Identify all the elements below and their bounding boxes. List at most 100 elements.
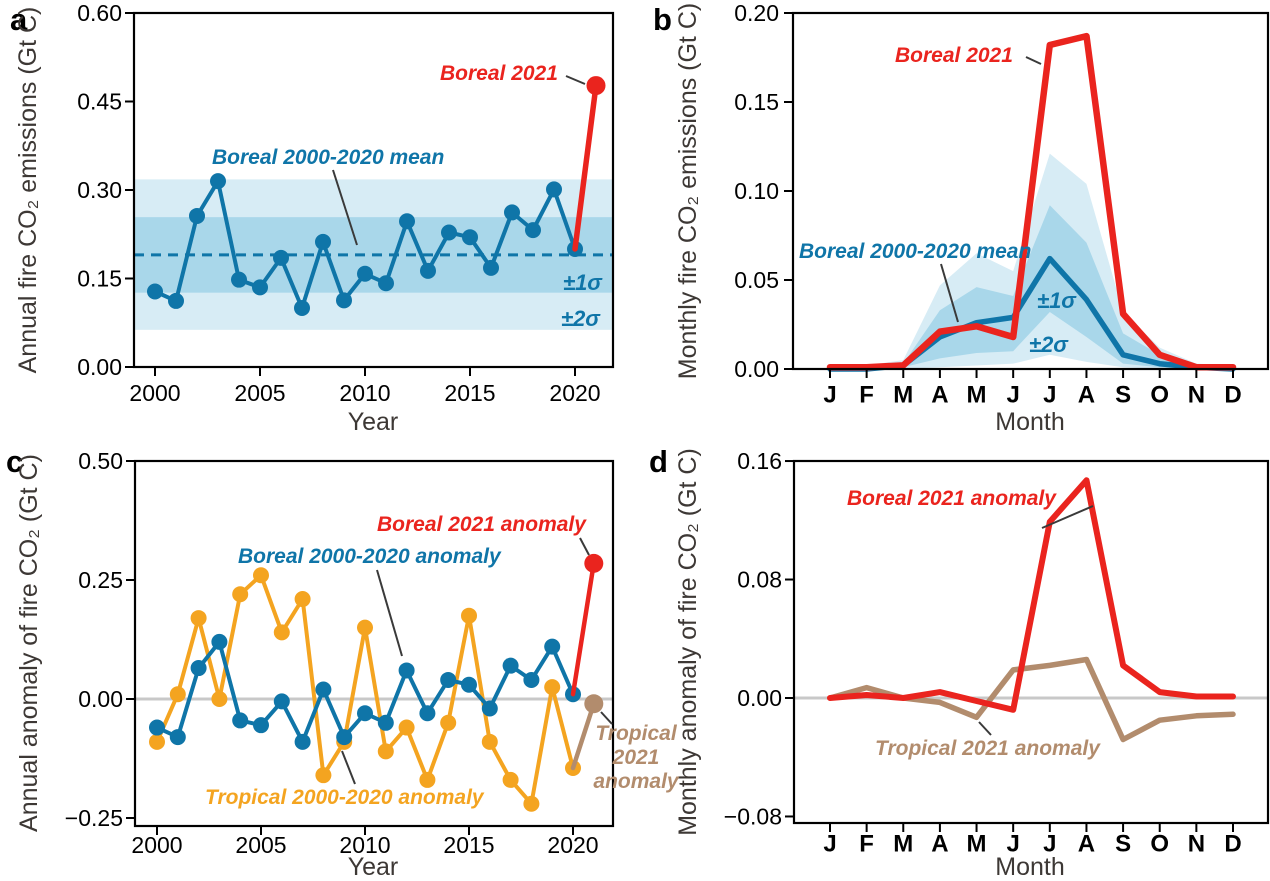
data-point	[169, 686, 186, 703]
data-point	[462, 229, 478, 246]
panel-a-y-axis-title: Annual fire CO₂ emissions (Gt C)	[14, 6, 42, 374]
label-boreal-mean: Boreal 2000-2020 mean	[799, 240, 1032, 263]
series-tropical-2000-2020-anomaly	[155, 573, 575, 806]
y-tick-label: 0.00	[737, 685, 782, 711]
data-point	[315, 767, 332, 784]
data-point	[252, 279, 268, 296]
panel-c-letter: c	[6, 444, 24, 479]
annotation-leader-line	[332, 169, 358, 246]
data-point	[294, 733, 311, 750]
panel-b: J F M A M J J A S O N D0.000.050.100.150.20	[734, 0, 1270, 409]
data-point	[546, 181, 562, 198]
x-tick-label: 2020	[549, 380, 600, 406]
x-tick-label: F	[859, 382, 874, 409]
x-tick-label: 2000	[129, 380, 180, 406]
y-tick-label: 0.20	[734, 0, 779, 26]
data-point	[149, 719, 165, 736]
y-tick-label: 0.00	[78, 686, 123, 712]
data-point	[481, 700, 498, 717]
y-tick-label: −0.08	[724, 803, 782, 829]
panel-c-x-axis-title: Year	[347, 853, 399, 881]
annotation-leader-line	[978, 721, 992, 736]
data-point	[315, 681, 332, 698]
data-point	[504, 204, 520, 221]
panel-b-letter: b	[653, 2, 672, 37]
x-tick-label: A	[1078, 831, 1095, 858]
label-sigma1: ±1σ	[1037, 288, 1076, 313]
annotation-leader-line	[565, 75, 586, 85]
data-point	[461, 676, 477, 693]
plot-frame	[792, 459, 1270, 825]
data-point	[523, 795, 540, 812]
series-tropical-2021-anomaly	[570, 701, 597, 771]
data-point	[584, 694, 604, 714]
annotation-leader-line	[341, 750, 356, 785]
y-tick-label: 0.00	[734, 356, 779, 382]
data-point	[461, 607, 477, 624]
data-point	[357, 705, 373, 722]
data-point	[419, 771, 436, 788]
data-point	[398, 719, 415, 736]
x-tick-label: 2005	[234, 380, 285, 406]
data-point	[377, 714, 394, 731]
data-point	[584, 553, 604, 573]
x-tick-label: D	[1224, 831, 1241, 858]
data-point	[502, 771, 519, 788]
annotation-leader-line	[1025, 56, 1042, 65]
x-tick-label: A	[1078, 382, 1095, 409]
data-point	[169, 729, 186, 746]
data-point	[211, 691, 228, 707]
label-tropical-anomaly: Tropical 2000-2020 anomaly	[205, 786, 484, 809]
data-point	[189, 207, 205, 224]
data-point	[336, 292, 352, 309]
data-point	[357, 265, 373, 282]
data-point	[440, 671, 457, 688]
x-tick-label: S	[1115, 831, 1131, 858]
x-tick-label: 2015	[443, 832, 494, 858]
data-point	[253, 717, 269, 734]
annotation-leader-line	[940, 263, 959, 323]
panel-d: J F M A M J J A S O N D−0.080.000.080.16	[724, 448, 1270, 858]
data-point	[147, 283, 163, 300]
data-point	[210, 173, 226, 190]
series-boreal-2021-anomaly	[827, 477, 1236, 713]
panel-d-y-axis-title: Monthly anomaly of fire CO₂ (Gt C)	[674, 448, 702, 836]
y-tick-label: 0.15	[77, 266, 122, 292]
x-tick-label: J	[823, 382, 836, 409]
y-tick-label: −0.25	[65, 805, 123, 831]
data-point	[273, 249, 289, 266]
series-boreal-2021-anomaly	[570, 561, 597, 697]
y-tick-label: 0.10	[734, 178, 779, 204]
x-tick-label: J	[1007, 831, 1020, 858]
label-boreal-anomaly: Boreal 2000-2020 anomaly	[238, 545, 501, 568]
label-sigma2: ±2σ	[561, 306, 600, 331]
label-sigma2: ±2σ	[1029, 332, 1068, 357]
data-point	[273, 693, 290, 710]
x-tick-label: 2015	[444, 380, 495, 406]
data-point	[273, 624, 290, 641]
annotation-leader-line	[579, 537, 590, 556]
data-point	[525, 222, 541, 239]
data-point	[399, 213, 415, 230]
data-point	[586, 76, 606, 96]
data-point	[419, 705, 436, 722]
series-boreal-2021	[826, 32, 1237, 371]
x-tick-label: M	[893, 831, 913, 858]
data-point	[315, 233, 331, 250]
y-tick-label: 0.16	[737, 448, 782, 474]
y-tick-label: 0.25	[78, 567, 123, 593]
series-boreal-2021	[572, 82, 599, 252]
data-point	[357, 619, 373, 636]
data-point	[441, 224, 457, 241]
data-point	[440, 714, 457, 731]
x-tick-label: 2000	[131, 832, 182, 858]
label-boreal-2021-anomaly: Boreal 2021 anomaly	[377, 513, 586, 536]
panel-c-y-axis-title: Annual anomaly of fire CO₂ (Gt C)	[15, 454, 43, 832]
panel-c: 2000 2005 2010 2015 2020 −0.25 0.00 0.25 0.50	[65, 448, 615, 858]
x-tick-label: D	[1224, 382, 1241, 409]
plot-frame	[133, 459, 615, 828]
data-point	[398, 662, 415, 679]
y-tick-label: 0.50	[78, 448, 123, 474]
